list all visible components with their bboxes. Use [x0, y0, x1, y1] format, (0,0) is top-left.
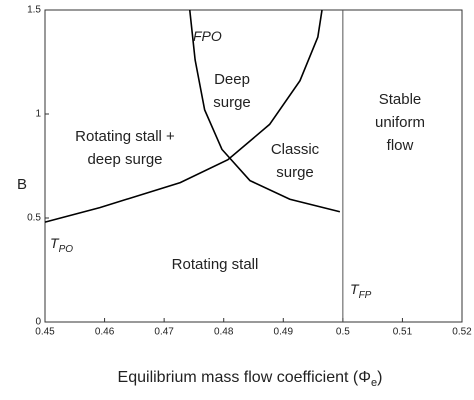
region-label: deep surge: [87, 151, 162, 168]
curve-label-main: FPO: [193, 28, 222, 44]
x-tick-label: 0.52: [452, 327, 472, 338]
y-axis-label: B: [17, 176, 27, 193]
x-axis-label-end: ): [377, 369, 382, 386]
x-axis-label-sub: e: [371, 377, 377, 389]
curve-label: TFP: [350, 281, 372, 301]
curve-label-sub: PO: [59, 244, 74, 255]
region-label: surge: [276, 164, 314, 181]
x-tick-label: 0.48: [214, 327, 234, 338]
region-label: Classic: [271, 141, 320, 158]
curve-label: FPO: [193, 28, 222, 44]
region-label: Stable: [379, 91, 422, 108]
region-label: surge: [213, 94, 251, 111]
curve-label: TPO: [50, 235, 73, 255]
x-tick-label: 0.5: [336, 327, 350, 338]
curve: [188, 9, 341, 213]
region-label: flow: [387, 137, 414, 154]
region-label: uniform: [375, 114, 425, 131]
curve-label-main: T: [50, 235, 60, 251]
y-tick-label: 0.5: [27, 213, 41, 224]
x-tick-label: 0.51: [393, 327, 413, 338]
curve-label-main: T: [350, 281, 360, 297]
region-label: Rotating stall: [172, 256, 259, 273]
y-tick-label: 0: [35, 317, 41, 328]
x-tick-label: 0.47: [154, 327, 174, 338]
x-axis-label-main: Equilibrium mass flow coefficient (Φ: [118, 369, 371, 386]
plot-frame: [44, 9, 463, 323]
x-tick-label: 0.45: [35, 327, 55, 338]
region-label: Deep: [214, 71, 250, 88]
x-axis-label: Equilibrium mass flow coefficient (Φe): [118, 369, 383, 389]
y-tick-label: 1.5: [27, 5, 41, 16]
curve: [44, 9, 323, 223]
y-tick-label: 1: [35, 109, 41, 120]
curve-label-sub: FP: [359, 290, 372, 301]
region-label: Rotating stall +: [75, 128, 175, 145]
x-tick-label: 0.46: [95, 327, 115, 338]
x-tick-label: 0.49: [274, 327, 294, 338]
